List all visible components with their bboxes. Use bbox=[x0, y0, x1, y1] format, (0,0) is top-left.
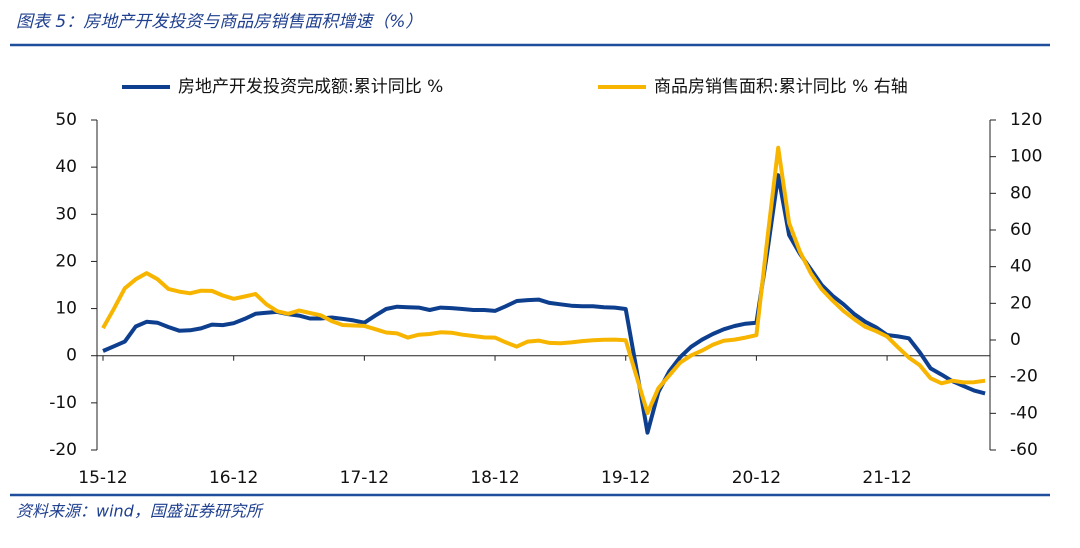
series-line bbox=[102, 173, 986, 435]
y2-tick-label: 20 bbox=[1010, 293, 1032, 313]
x-tick-label: 20-12 bbox=[732, 468, 781, 488]
y-tick-label: -10 bbox=[49, 393, 77, 413]
legend-label: 商品房销售面积:累计同比 % 右轴 bbox=[654, 77, 908, 97]
x-tick-label: 21-12 bbox=[862, 468, 911, 488]
x-tick-label: 15-12 bbox=[78, 468, 127, 488]
y-tick-label: -20 bbox=[49, 440, 77, 460]
y2-tick-label: 120 bbox=[1010, 110, 1042, 130]
y2-tick-label: -40 bbox=[1010, 403, 1038, 423]
y-tick-label: 50 bbox=[55, 110, 77, 130]
series-line bbox=[101, 145, 986, 416]
y2-tick-label: 80 bbox=[1010, 183, 1032, 203]
x-tick-label: 17-12 bbox=[340, 468, 389, 488]
y2-tick-label: 100 bbox=[1010, 147, 1042, 167]
x-tick-label: 19-12 bbox=[601, 468, 650, 488]
y2-tick-label: -60 bbox=[1010, 440, 1038, 460]
y2-tick-label: -20 bbox=[1010, 367, 1038, 387]
x-tick-label: 18-12 bbox=[470, 468, 519, 488]
y-tick-label: 0 bbox=[66, 346, 77, 366]
y2-tick-label: 0 bbox=[1010, 330, 1021, 350]
chart-title: 图表 5：房地产开发投资与商品房销售面积增速（%） bbox=[16, 12, 422, 32]
y-tick-label: 40 bbox=[55, 157, 77, 177]
x-tick-label: 16-12 bbox=[209, 468, 258, 488]
y-tick-label: 20 bbox=[55, 251, 77, 271]
source: 资料来源：wind，国盛证券研究所 bbox=[16, 502, 265, 521]
y-tick-label: 10 bbox=[55, 299, 77, 319]
y2-tick-label: 60 bbox=[1010, 220, 1032, 240]
y2-tick-label: 40 bbox=[1010, 257, 1032, 277]
y-tick-label: 30 bbox=[55, 204, 77, 224]
legend-label: 房地产开发投资完成额:累计同比 % bbox=[178, 77, 443, 97]
